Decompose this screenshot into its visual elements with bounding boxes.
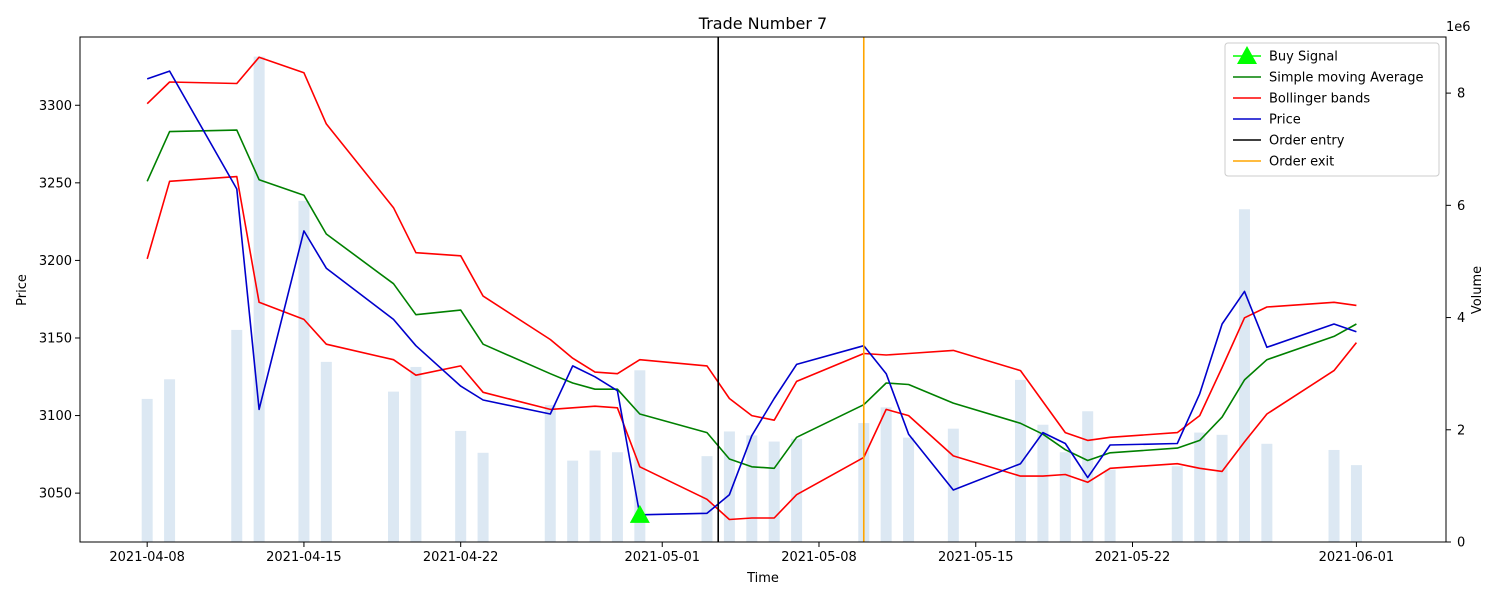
volume-bars bbox=[141, 56, 1362, 543]
volume-bar bbox=[1216, 434, 1228, 542]
volume-bar bbox=[768, 441, 780, 542]
y2-tick-label: 6 bbox=[1457, 199, 1465, 214]
x-tick-label: 2021-06-01 bbox=[1319, 550, 1395, 565]
series-line-sma bbox=[146, 129, 1357, 470]
volume-bar bbox=[1328, 449, 1340, 542]
volume-bar bbox=[589, 450, 601, 542]
volume-bar bbox=[320, 361, 332, 542]
x-tick-label: 2021-05-01 bbox=[624, 550, 700, 565]
x-tick-label: 2021-04-22 bbox=[423, 550, 499, 565]
y-tick-label: 3300 bbox=[39, 99, 72, 114]
volume-bar bbox=[141, 398, 153, 542]
volume-bar bbox=[1171, 466, 1183, 542]
y2-tick-label: 2 bbox=[1457, 423, 1465, 438]
volume-bar bbox=[164, 379, 176, 542]
volume-bar bbox=[1350, 465, 1362, 542]
legend-label: Order entry bbox=[1269, 134, 1345, 149]
volume-bar bbox=[880, 407, 892, 542]
volume-bar bbox=[298, 200, 310, 542]
y2-offset-label: 1e6 bbox=[1446, 20, 1471, 35]
volume-bar bbox=[1059, 452, 1071, 542]
x-tick-label: 2021-04-15 bbox=[266, 550, 342, 565]
x-tick-label: 2021-05-15 bbox=[938, 550, 1014, 565]
axes: 2021-04-08 2021-04-15 2021-04-22 2021-05-01… bbox=[39, 87, 1465, 565]
chart-title: Trade Number 7 bbox=[698, 14, 827, 33]
legend-label: Buy Signal bbox=[1269, 50, 1338, 65]
volume-bar bbox=[477, 452, 489, 542]
legend-label: Order exit bbox=[1269, 155, 1334, 170]
y2-tick-label: 8 bbox=[1457, 87, 1465, 102]
x-tick-label: 2021-04-08 bbox=[109, 550, 185, 565]
legend-marker-buy bbox=[1237, 46, 1257, 64]
plot-frame bbox=[79, 36, 1447, 543]
volume-bar bbox=[903, 437, 915, 542]
volume-bar bbox=[544, 405, 556, 542]
volume-bar bbox=[611, 452, 623, 542]
volume-bar bbox=[1238, 209, 1250, 542]
y2-tick-label: 4 bbox=[1457, 311, 1465, 326]
volume-bar bbox=[746, 435, 758, 542]
legend-label: Simple moving Average bbox=[1269, 71, 1423, 86]
markers bbox=[629, 37, 865, 542]
volume-bar bbox=[567, 460, 579, 542]
series-line-price bbox=[146, 70, 1357, 516]
series-line-bollinger-lower bbox=[146, 175, 1358, 521]
y2-axis-label: Volume bbox=[1470, 266, 1485, 314]
series-lines bbox=[146, 56, 1358, 521]
legend: Buy Signal Simple moving Average Bollinger… bbox=[1224, 42, 1440, 177]
y-tick-label: 3250 bbox=[39, 176, 72, 191]
y-tick-label: 3050 bbox=[39, 487, 72, 502]
volume-bar bbox=[791, 438, 803, 542]
legend-label: Price bbox=[1269, 113, 1301, 128]
volume-bar bbox=[1037, 424, 1049, 542]
volume-bar bbox=[231, 329, 243, 542]
y-tick-label: 3100 bbox=[39, 409, 72, 424]
legend-box bbox=[1224, 42, 1440, 177]
volume-bar bbox=[723, 431, 735, 542]
volume-bar bbox=[1015, 379, 1027, 542]
legend-label: Bollinger bands bbox=[1269, 92, 1370, 107]
x-axis-label: Time bbox=[746, 571, 779, 586]
y-axis-label: Price bbox=[15, 274, 30, 306]
volume-bar bbox=[634, 370, 646, 542]
x-tick-label: 2021-05-22 bbox=[1095, 550, 1171, 565]
y-tick-label: 3200 bbox=[39, 254, 72, 269]
volume-bar bbox=[388, 391, 400, 542]
volume-bar bbox=[1104, 469, 1116, 542]
buy-signal-marker bbox=[629, 504, 650, 523]
volume-bar bbox=[947, 428, 959, 542]
y2-tick-label: 0 bbox=[1457, 536, 1465, 551]
x-tick-label: 2021-05-08 bbox=[781, 550, 857, 565]
volume-bar bbox=[1261, 443, 1273, 542]
volume-bar bbox=[455, 430, 467, 542]
volume-bar bbox=[1194, 432, 1206, 542]
volume-bar bbox=[410, 366, 422, 542]
y-tick-label: 3150 bbox=[39, 331, 72, 346]
